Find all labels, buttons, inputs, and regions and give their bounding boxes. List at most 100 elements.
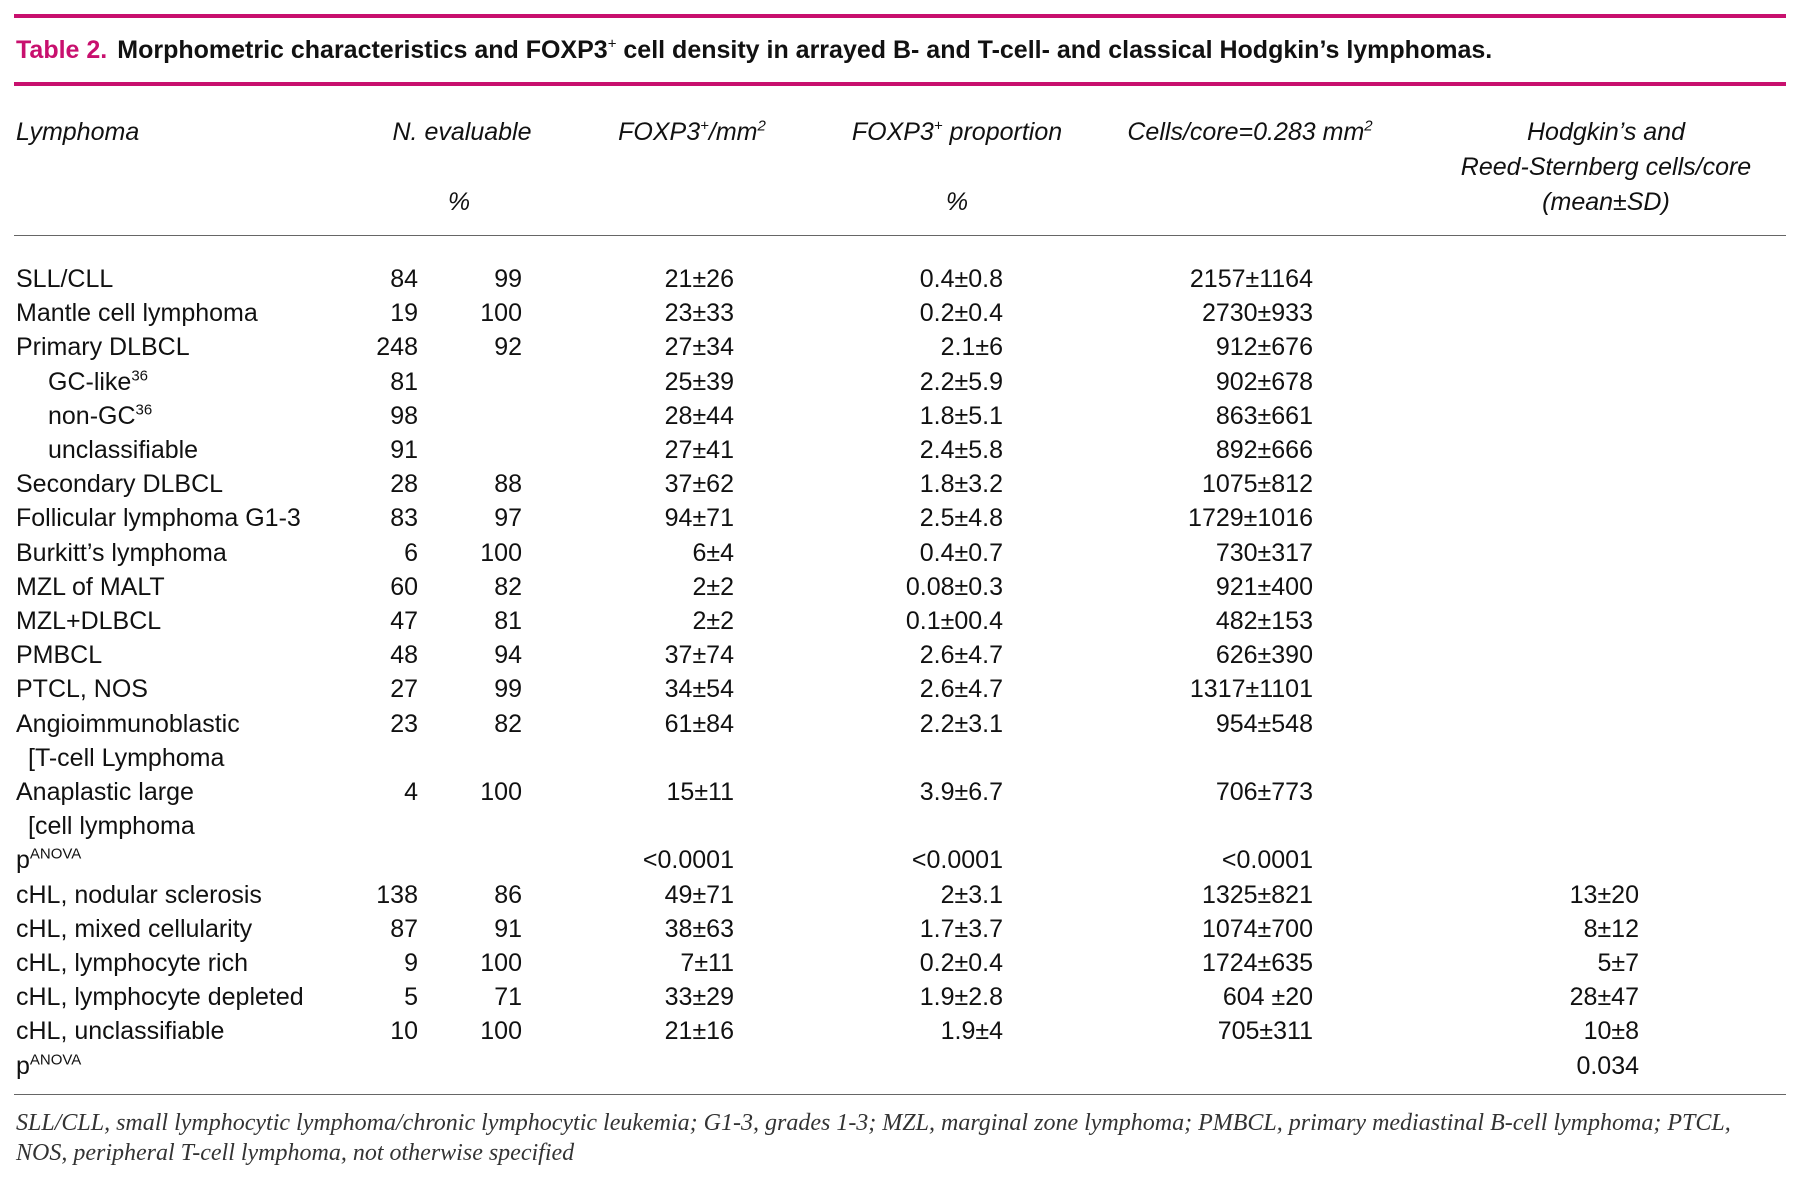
cell: 13±20: [1569, 880, 1639, 909]
cell: 27±34: [664, 333, 734, 362]
header-cell: Cells/core=0.283 mm2: [1127, 118, 1372, 147]
cell: 2.5±4.8: [919, 504, 1003, 533]
row-label: cHL, lymphocyte depleted: [16, 982, 304, 1012]
caption-title: cell density in arrayed B- and T-cell- a…: [616, 36, 1493, 64]
label-text: p: [16, 846, 30, 875]
cell: 0.2±0.4: [919, 949, 1003, 977]
cell: 912±676: [1215, 333, 1313, 362]
cell: 9: [404, 949, 418, 977]
header-sup: +: [700, 117, 709, 135]
row-label: Primary DLBCL: [16, 332, 190, 362]
cell: 482±153: [1215, 607, 1313, 635]
header-sup: 2: [757, 117, 766, 135]
cell: 97: [494, 504, 522, 533]
label-text: cHL, mixed cellularity: [16, 914, 253, 943]
label-text: cHL, lymphocyte depleted: [16, 983, 304, 1012]
cell: 902±678: [1215, 367, 1313, 396]
row-label: MZL of MALT: [16, 572, 165, 602]
cell: 730±317: [1215, 538, 1313, 567]
footnote: SLL/CLL, small lymphocytic lymphoma/chro…: [16, 1110, 1731, 1166]
cell: 37±74: [664, 641, 734, 670]
cell: 0.1±00.4: [905, 607, 1003, 635]
cell: 38±63: [664, 914, 734, 943]
cell: 34±54: [664, 675, 734, 704]
label-text: Mantle cell lymphoma: [16, 299, 258, 328]
cell: 91: [390, 436, 418, 464]
cell: 1.8±3.2: [919, 470, 1003, 499]
label-text: MZL of MALT: [16, 572, 165, 601]
cell: 88: [494, 470, 522, 499]
cell: 100: [480, 949, 522, 977]
row-label: Follicular lymphoma G1-3: [16, 503, 301, 533]
cell: 21±26: [664, 265, 734, 293]
cell: 0.4±0.7: [919, 538, 1003, 567]
cell: 28±47: [1569, 983, 1639, 1012]
cell: 99: [494, 265, 522, 293]
cell: 27±41: [664, 436, 734, 464]
cell: 8±12: [1583, 914, 1639, 943]
label-sup: ANOVA: [29, 846, 82, 864]
cell: 1.8±5.1: [919, 401, 1003, 430]
cell: 84: [390, 265, 418, 293]
label-text: cHL, lymphocyte rich: [16, 949, 249, 977]
label-text: p: [16, 1051, 30, 1080]
header-cell: %: [945, 188, 969, 216]
label-text: Burkitt’s lymphoma: [16, 538, 227, 567]
row-label: PTCL, NOS: [16, 674, 148, 704]
cell: 604 ±20: [1222, 983, 1313, 1012]
cell: 1724±635: [1201, 949, 1313, 977]
cell: 2.6±4.7: [919, 641, 1003, 670]
cell: 3.9±6.7: [919, 778, 1003, 806]
cell: 21±16: [664, 1017, 734, 1046]
cell: 0.08±0.3: [905, 572, 1003, 601]
header-cell: (mean±SD): [1542, 188, 1670, 216]
cell: 94±71: [664, 504, 734, 533]
cell: 6±4: [692, 538, 734, 567]
bottom-rule: [14, 1094, 1786, 1095]
cell: 2730±933: [1201, 299, 1313, 328]
cell: 86: [494, 880, 522, 909]
cell: 2.1±6: [940, 333, 1003, 362]
cell: 954±548: [1215, 709, 1313, 738]
cell: 706±773: [1215, 778, 1313, 806]
cell: 1074±700: [1201, 914, 1313, 943]
cell: 83: [390, 504, 418, 533]
label-text: non-GC: [48, 401, 136, 430]
cell: 2±3.1: [940, 880, 1003, 909]
caption-sup: +: [607, 35, 617, 53]
cell: 0.2±0.4: [919, 299, 1003, 328]
row-label: unclassifiable: [48, 435, 198, 465]
cell: 99: [494, 675, 522, 704]
cell: 2157±1164: [1189, 265, 1313, 293]
row-label: GC-like36: [48, 367, 148, 397]
cell: 98: [390, 401, 418, 430]
label-text: GC-like: [48, 367, 132, 396]
cell: 49±71: [664, 880, 734, 909]
label-text: Secondary DLBCL: [16, 470, 224, 499]
cell: 138: [376, 880, 418, 909]
label-sup: 36: [135, 401, 153, 419]
cell: 248: [376, 333, 418, 362]
cell: 705±311: [1217, 1017, 1313, 1046]
cell: 94: [494, 641, 522, 670]
cell: 82: [494, 572, 522, 601]
cell: 19: [390, 299, 418, 328]
row-label-cont: [cell lymphoma: [28, 812, 195, 841]
label-text: Primary DLBCL: [16, 333, 190, 362]
row-label: cHL, unclassifiable: [16, 1016, 224, 1046]
cell: 1.7±3.7: [919, 914, 1003, 943]
row-label: non-GC36: [48, 401, 152, 431]
cell: 91: [494, 914, 522, 943]
label-sup: ANOVA: [29, 1051, 82, 1069]
cell: 1.9±2.8: [919, 983, 1003, 1012]
cell: 10±8: [1583, 1017, 1639, 1046]
header-sup: +: [933, 117, 943, 135]
row-label: Secondary DLBCL: [16, 469, 223, 499]
cell: 0.034: [1576, 1051, 1639, 1080]
row-label: pANOVA: [16, 1051, 81, 1081]
top-rule: [14, 14, 1786, 18]
row-label: Angioimmunoblastic: [16, 709, 240, 739]
header-cell: Lymphoma: [16, 118, 140, 146]
cell: 87: [390, 914, 418, 943]
cell: 81: [390, 367, 418, 396]
